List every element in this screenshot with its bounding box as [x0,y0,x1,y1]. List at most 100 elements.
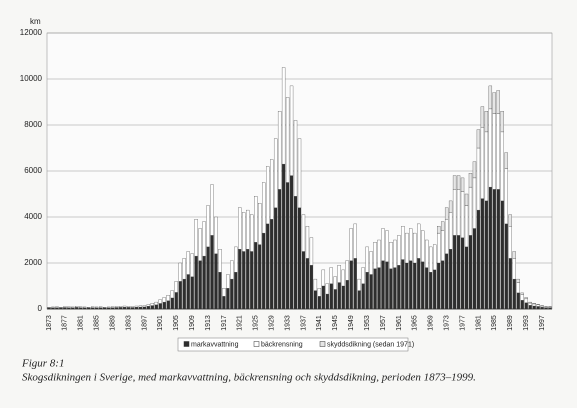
bar-segment [409,228,413,261]
bar-segment [532,303,536,305]
bar-segment [273,207,278,310]
bar-segment [377,267,381,310]
bar-segment [238,207,242,250]
bar-segment [433,244,437,271]
bar-segment [464,193,469,206]
bar-segment [353,223,357,259]
bar-segment [365,272,369,310]
bar-segment [480,106,485,128]
bar-segment [437,262,441,310]
bar-segment [437,226,441,234]
x-tick-label: 1953 [364,315,371,331]
bar-segment [305,226,310,259]
bar-segment [254,196,258,243]
bar-segment [488,85,493,110]
bar-segment [293,196,298,310]
bar-segment [385,230,389,263]
bar-segment [341,285,345,310]
bar-segment [218,272,222,310]
x-tick-label: 1873 [46,315,53,331]
bar-segment [516,292,520,310]
bar-segment [273,138,278,208]
bar-segment [281,67,286,165]
legend-label: markavvattning [191,341,239,348]
bar-segment [440,221,445,231]
bar-segment [317,288,322,297]
bar-segment [206,246,210,310]
bar-segment [504,168,508,225]
bar-segment [106,306,111,308]
bar-segment [150,303,155,306]
bar-segment [468,186,473,236]
bar-segment [309,265,314,310]
bar-segment [417,223,421,259]
bar-segment [488,186,493,310]
legend-swatch [253,341,260,347]
bar-segment [321,269,326,287]
bar-segment [520,300,524,310]
bar-segment [421,261,425,310]
legend-box [177,337,409,352]
bar-segment [492,92,497,114]
bar-segment [472,177,477,229]
caption: Skogsdikningen i Sverige, med markavvatt… [22,372,476,384]
bar-segment [214,253,218,310]
bar-segment [444,253,449,310]
bar-segment [142,305,147,308]
bar-segment [134,305,139,308]
bar-segment [345,280,349,310]
bar-segment [472,161,477,179]
bar-segment [353,258,357,310]
y-tick-label: 8000 [24,120,42,129]
bar-segment [51,306,55,308]
bar-segment [389,268,393,310]
bar-segment [158,299,162,304]
x-tick-label: 1993 [523,315,530,331]
bar-segment [270,219,274,310]
x-tick-label: 1889 [109,315,116,331]
bar-segment [146,306,151,310]
bar-segment [448,249,453,310]
bar-segment [476,209,481,310]
bar-segment [246,249,250,310]
bar-segment [528,301,532,304]
y-axis-label: km [30,17,41,26]
bar-segment [154,304,159,310]
bar-segment [468,235,473,310]
bar-segment [401,259,405,310]
bar-segment [472,228,477,310]
bar-segment [512,251,516,259]
bar-segment [433,269,437,310]
bar-segment [337,282,341,310]
bar-segment [377,239,381,268]
bar-segment [369,274,373,310]
bar-segment [301,251,306,310]
bar-segment [516,278,520,283]
x-tick-label: 1913 [205,315,212,331]
bar-segment [524,297,528,300]
bar-segment [99,306,103,308]
bar-segment [524,302,528,310]
x-tick-label: 1981 [475,315,482,331]
bar-segment [532,305,536,310]
bar-segment [178,262,182,282]
bar-segment [464,246,469,310]
bar-segment [130,306,135,308]
x-tick-label: 1909 [189,315,196,331]
bar-segment [496,113,500,190]
bar-segment [452,175,457,190]
bar-segment [460,191,465,238]
bar-segment [333,289,337,310]
bar-segment [389,242,393,269]
y-tick-label: 4000 [24,212,42,221]
bar-segment [417,258,421,310]
bar-segment [285,97,290,183]
bar-segment [154,301,159,306]
x-tick-label: 1885 [94,315,101,331]
y-tick-label: 6000 [24,166,42,175]
bar-segment [190,276,194,310]
x-tick-label: 1945 [332,315,339,331]
bar-segment [512,258,516,280]
bar-segment [174,281,178,293]
